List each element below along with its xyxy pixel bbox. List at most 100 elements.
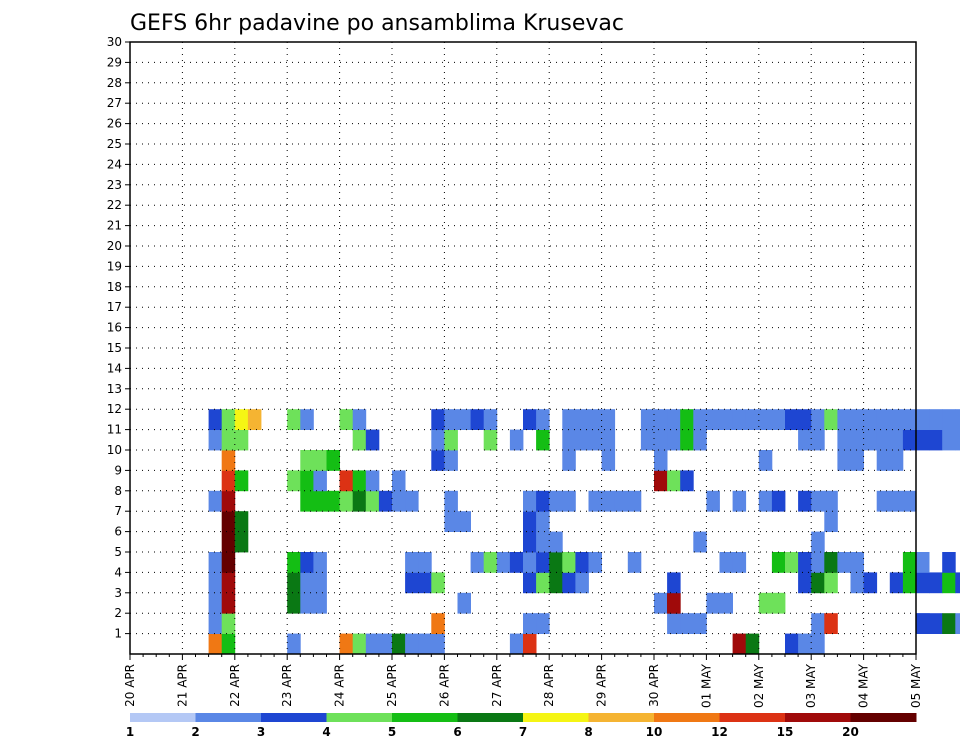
heatmap-cell bbox=[667, 613, 681, 634]
heatmap-cell bbox=[313, 470, 327, 492]
heatmap-cell bbox=[496, 552, 511, 573]
heatmap-cell bbox=[509, 429, 524, 451]
colorbar-label: 10 bbox=[646, 725, 663, 739]
colorbar-label: 7 bbox=[519, 725, 527, 739]
heatmap-cell bbox=[549, 572, 563, 594]
heatmap-cell bbox=[221, 572, 236, 594]
heatmap-cell bbox=[811, 552, 825, 573]
heatmap-cell bbox=[470, 409, 485, 430]
x-tick-label: 05 MAY bbox=[909, 663, 923, 708]
heatmap-cell bbox=[955, 613, 960, 634]
heatmap-cell bbox=[300, 490, 314, 512]
heatmap-cell bbox=[300, 470, 314, 492]
heatmap-cell bbox=[811, 490, 825, 512]
heatmap-cell bbox=[811, 429, 825, 451]
heatmap-cell bbox=[758, 450, 773, 471]
heatmap-cell bbox=[234, 409, 249, 430]
heatmap-cell bbox=[811, 409, 825, 430]
heatmap-cell bbox=[444, 450, 458, 471]
heatmap-cell bbox=[588, 409, 602, 430]
y-tick-label: 26 bbox=[107, 117, 122, 131]
heatmap-cell bbox=[221, 450, 236, 471]
colorbar-label: 2 bbox=[191, 725, 199, 739]
heatmap-cell bbox=[771, 592, 786, 614]
heatmap-cell bbox=[339, 409, 354, 430]
heatmap-cell bbox=[339, 633, 354, 655]
x-tick-label: 20 APR bbox=[123, 664, 137, 707]
heatmap-cell bbox=[942, 429, 956, 451]
grid-lines bbox=[130, 42, 916, 654]
heatmap-cell bbox=[640, 409, 655, 430]
y-tick-label: 19 bbox=[107, 259, 122, 273]
heatmap-cell bbox=[719, 552, 733, 573]
heatmap-cell bbox=[627, 552, 642, 573]
heatmap-cell bbox=[850, 450, 864, 471]
y-tick-label: 28 bbox=[107, 76, 122, 90]
heatmap-cell bbox=[627, 490, 642, 512]
heatmap-cell bbox=[614, 490, 629, 512]
heatmap-cells bbox=[208, 409, 960, 655]
x-tick-label: 02 MAY bbox=[752, 663, 766, 708]
heatmap-cell bbox=[837, 450, 851, 471]
heatmap-cell bbox=[693, 409, 707, 430]
colorbar-swatch bbox=[588, 713, 655, 722]
heatmap-cell bbox=[536, 429, 550, 451]
heatmap-cell bbox=[536, 613, 550, 634]
heatmap-cell bbox=[313, 450, 327, 471]
heatmap-cell bbox=[693, 613, 707, 634]
heatmap-cell bbox=[208, 613, 223, 634]
chart-title: GEFS 6hr padavine po ansamblima Krusevac bbox=[130, 11, 624, 36]
heatmap-cell bbox=[523, 613, 537, 634]
heatmap-cell bbox=[863, 409, 878, 430]
y-tick-label: 9 bbox=[114, 463, 122, 477]
x-tick-label: 24 APR bbox=[333, 664, 347, 707]
heatmap-cell bbox=[392, 633, 406, 655]
heatmap-cell bbox=[824, 572, 838, 594]
x-tick-label: 29 APR bbox=[595, 664, 609, 707]
heatmap-cell bbox=[889, 572, 904, 594]
heatmap-cell bbox=[562, 450, 576, 471]
heatmap-cell bbox=[221, 511, 236, 532]
heatmap-cell bbox=[562, 429, 576, 451]
heatmap-cell bbox=[902, 429, 917, 451]
colorbar-swatch bbox=[850, 713, 917, 722]
heatmap-cell bbox=[339, 490, 354, 512]
heatmap-cell bbox=[431, 633, 445, 655]
heatmap-cell bbox=[221, 633, 236, 655]
heatmap-cell bbox=[352, 633, 367, 655]
heatmap-cell bbox=[208, 429, 223, 451]
colorbar-swatch bbox=[326, 713, 393, 722]
heatmap-cell bbox=[745, 633, 760, 655]
heatmap-cell bbox=[378, 490, 393, 512]
heatmap-cell bbox=[719, 592, 733, 614]
y-tick-label: 5 bbox=[114, 545, 122, 559]
x-tick-label: 26 APR bbox=[437, 664, 451, 707]
x-tick-label: 30 APR bbox=[647, 664, 661, 707]
y-tick-label: 30 bbox=[107, 35, 122, 49]
heatmap-cell bbox=[667, 409, 681, 430]
heatmap-cell bbox=[916, 613, 930, 634]
heatmap-cell bbox=[418, 572, 432, 594]
heatmap-cell bbox=[850, 429, 864, 451]
heatmap-cell bbox=[850, 409, 864, 430]
heatmap-cell bbox=[221, 470, 236, 492]
heatmap-cell bbox=[850, 572, 864, 594]
heatmap-cell bbox=[365, 490, 380, 512]
heatmap-cell bbox=[326, 490, 340, 512]
colorbar-legend: 1 2 3 4 5 6 7 8 10 12 15 20 bbox=[126, 713, 917, 739]
heatmap-cell bbox=[680, 429, 694, 451]
heatmap-cell bbox=[575, 409, 589, 430]
y-tick-label: 13 bbox=[107, 382, 122, 396]
heatmap-cell bbox=[247, 409, 262, 430]
y-tick-label: 2 bbox=[114, 606, 122, 620]
y-tick-label: 15 bbox=[107, 341, 122, 355]
heatmap-cell bbox=[536, 409, 550, 430]
heatmap-cell bbox=[929, 613, 943, 634]
heatmap-cell bbox=[667, 429, 681, 451]
colorbar-label: 5 bbox=[388, 725, 396, 739]
y-tick-label: 22 bbox=[107, 198, 122, 212]
colorbar-swatch bbox=[195, 713, 262, 722]
heatmap-cell bbox=[732, 409, 747, 430]
heatmap-cell bbox=[719, 409, 733, 430]
heatmap-cell bbox=[680, 470, 694, 492]
